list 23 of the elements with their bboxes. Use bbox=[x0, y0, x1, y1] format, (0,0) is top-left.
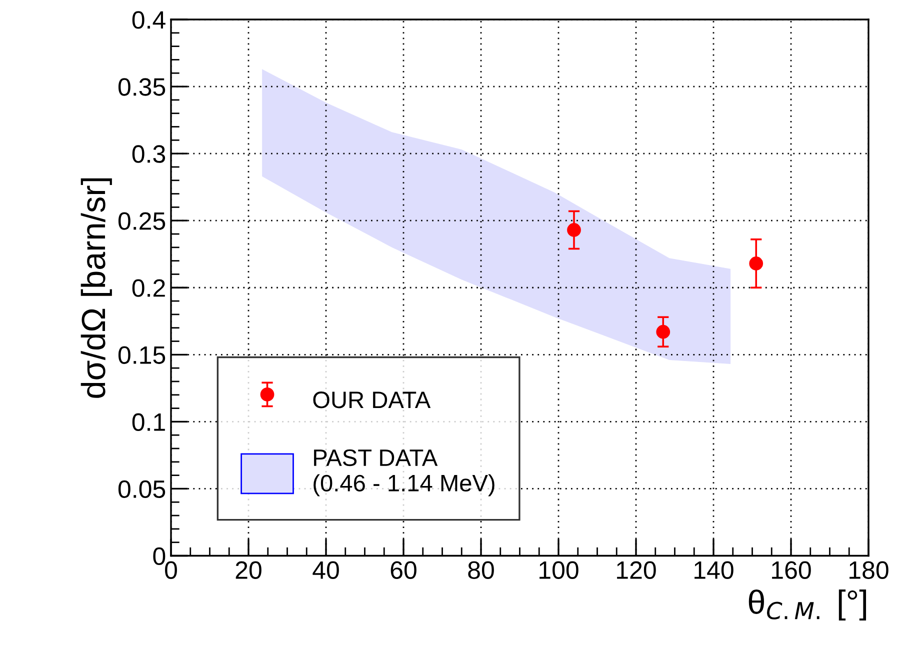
y-tick-label: 0.05 bbox=[118, 480, 166, 498]
x-tick-label: 80 bbox=[468, 561, 494, 579]
y-axis-title: dσ/dΩ [barn/sr] bbox=[80, 178, 112, 398]
x-tick-label: 60 bbox=[390, 561, 416, 579]
x-tick-label: 180 bbox=[850, 561, 888, 579]
x-tick-label: 40 bbox=[312, 561, 339, 579]
x-tick-label: 100 bbox=[540, 561, 578, 579]
x-tick-label: 160 bbox=[772, 561, 811, 579]
x-axis-title: θ$_{C.M.}$ [°] bbox=[748, 589, 866, 621]
y-tick-label: 0 bbox=[153, 547, 166, 566]
x-tick-label: 20 bbox=[236, 561, 262, 579]
y-tick-label: 0.25 bbox=[118, 212, 166, 230]
y-tick-label: 0.35 bbox=[118, 78, 166, 96]
x-tick-label: 120 bbox=[617, 561, 656, 579]
y-tick-label: 0.4 bbox=[132, 11, 166, 29]
legend-label: PAST DATA (0.46 - 1.14 MeV) bbox=[314, 449, 494, 496]
y-tick-label: 0.3 bbox=[132, 145, 166, 163]
y-tick-label: 0.15 bbox=[118, 346, 166, 364]
y-tick-label: 0.2 bbox=[132, 279, 165, 297]
x-tick-label: 140 bbox=[694, 561, 734, 579]
y-tick-label: 0.1 bbox=[132, 413, 165, 431]
x-tick-label: 0 bbox=[165, 561, 177, 579]
legend-label: OUR DATA bbox=[313, 392, 431, 408]
